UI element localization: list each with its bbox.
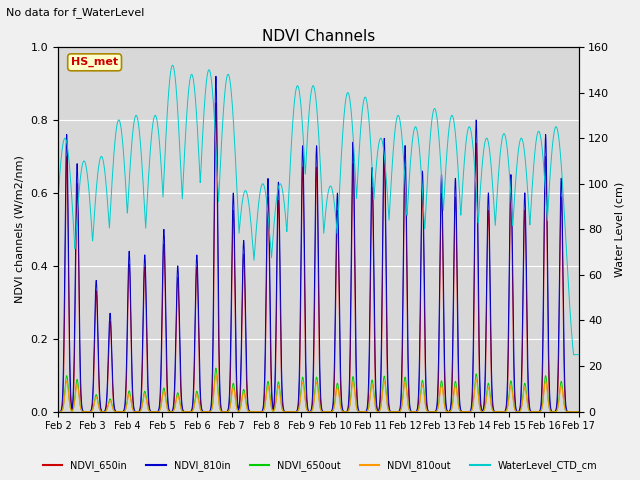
WaterLevel_CTD_cm (145, 179, 152, 184)
NDVI_810out (113, 409, 121, 415)
NDVI_810in (509, 249, 516, 254)
NDVI_650in (212, 100, 220, 106)
NDVI_650in (276, 314, 284, 320)
NDVI_650out (54, 409, 62, 415)
NDVI_810in (254, 409, 262, 415)
Line: NDVI_650out: NDVI_650out (58, 368, 579, 412)
Line: NDVI_810out: NDVI_810out (58, 375, 579, 412)
NDVI_810out (564, 409, 572, 415)
NDVI_650out (564, 409, 572, 415)
NDVI_650out (212, 365, 220, 371)
Text: No data for f_WaterLevel: No data for f_WaterLevel (6, 7, 145, 18)
NDVI_650in (575, 409, 582, 415)
NDVI_810out (509, 391, 516, 397)
Line: NDVI_810in: NDVI_810in (58, 76, 579, 412)
NDVI_650out (276, 393, 284, 399)
NDVI_810in (54, 409, 62, 415)
NDVI_650in (113, 409, 121, 415)
Text: HS_met: HS_met (71, 57, 118, 68)
NDVI_810out (145, 407, 152, 412)
NDVI_650in (254, 409, 262, 415)
NDVI_650in (145, 397, 152, 403)
WaterLevel_CTD_cm (509, 219, 516, 225)
NDVI_650out (575, 409, 582, 415)
NDVI_650out (509, 388, 516, 394)
WaterLevel_CTD_cm (254, 209, 262, 215)
Y-axis label: Water Level (cm): Water Level (cm) (615, 182, 625, 277)
WaterLevel_CTD_cm (575, 352, 582, 358)
NDVI_810in (575, 409, 582, 415)
NDVI_650in (509, 275, 516, 280)
NDVI_650out (113, 409, 121, 415)
NDVI_650out (145, 406, 152, 412)
WaterLevel_CTD_cm (113, 120, 121, 126)
Line: WaterLevel_CTD_cm: WaterLevel_CTD_cm (58, 65, 579, 355)
NDVI_810out (54, 409, 62, 415)
NDVI_810in (113, 409, 121, 415)
NDVI_650in (564, 409, 572, 415)
WaterLevel_CTD_cm (570, 352, 577, 358)
Title: NDVI Channels: NDVI Channels (262, 29, 375, 44)
WaterLevel_CTD_cm (564, 284, 572, 290)
WaterLevel_CTD_cm (276, 181, 284, 187)
NDVI_810in (145, 388, 152, 394)
Y-axis label: NDVI channels (W/m2/nm): NDVI channels (W/m2/nm) (15, 156, 25, 303)
NDVI_810out (575, 409, 582, 415)
NDVI_810in (564, 409, 572, 415)
NDVI_810out (254, 409, 262, 415)
NDVI_810out (212, 372, 220, 378)
Line: NDVI_650in: NDVI_650in (58, 103, 579, 412)
NDVI_810in (276, 289, 284, 295)
NDVI_650in (54, 409, 62, 415)
NDVI_810out (276, 396, 284, 401)
NDVI_810in (212, 73, 220, 79)
Legend: NDVI_650in, NDVI_810in, NDVI_650out, NDVI_810out, WaterLevel_CTD_cm: NDVI_650in, NDVI_810in, NDVI_650out, NDV… (39, 456, 601, 475)
NDVI_650out (254, 409, 262, 415)
WaterLevel_CTD_cm (169, 62, 177, 68)
WaterLevel_CTD_cm (54, 197, 62, 203)
